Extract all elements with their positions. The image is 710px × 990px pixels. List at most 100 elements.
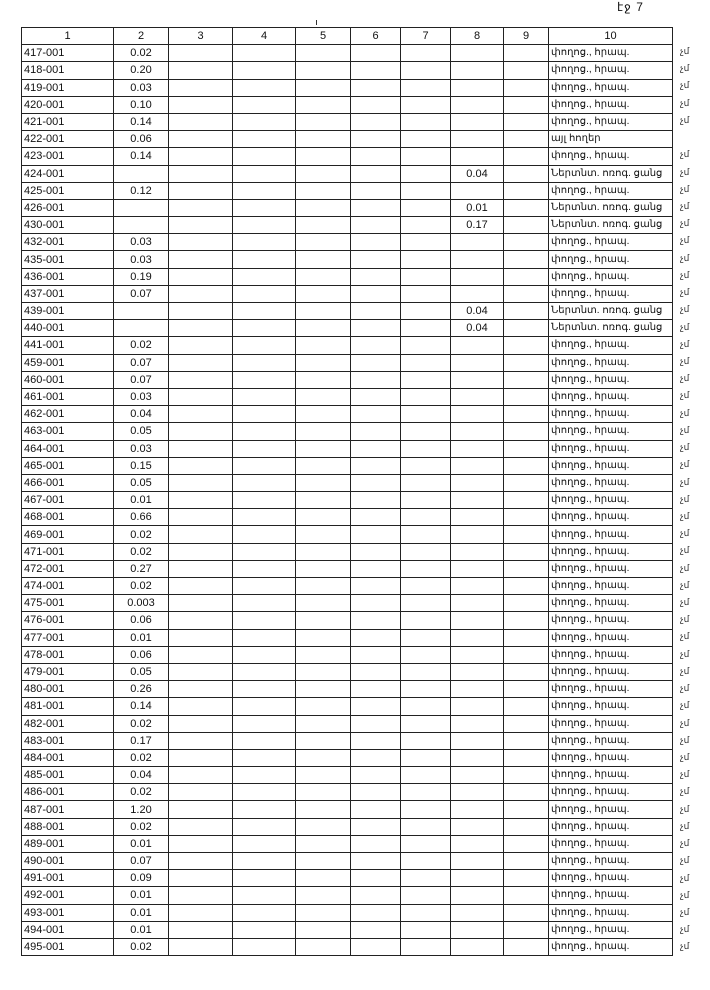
cell-col-9 [503, 267, 549, 286]
row-side-mark: չմ [680, 786, 690, 797]
cell-col-10: փողոց., հրապ. [548, 233, 673, 252]
cell-col-6 [350, 869, 401, 888]
cell-col-10: փողոց., հրապ. [548, 611, 673, 630]
cell-col-5 [295, 817, 351, 836]
cell-col-7 [400, 353, 451, 372]
cell-col-1: 440-001 [21, 319, 114, 338]
cell-col-4 [232, 903, 296, 922]
cell-col-4 [232, 387, 296, 407]
cell-col-7 [400, 181, 451, 200]
cell-col-10: փողոց., հրապ. [548, 387, 673, 407]
cell-col-10: փողոց., հրապ. [548, 336, 673, 355]
cell-col-4 [232, 628, 296, 647]
row-side-mark: չմ [680, 304, 690, 315]
cell-col-1: 436-001 [21, 267, 114, 286]
cell-col-10: փողոց., հրապ. [548, 542, 673, 561]
cell-col-8: 0.17 [450, 216, 504, 235]
row-side-mark: չմ [680, 717, 690, 728]
cell-col-8 [450, 508, 504, 527]
cell-col-10: փողոց., հրապ. [548, 370, 673, 389]
cell-col-4 [232, 336, 296, 355]
cell-col-2: 0.01 [113, 628, 169, 647]
cell-col-3 [168, 937, 233, 957]
cell-col-9 [503, 336, 549, 355]
cell-col-6 [350, 387, 401, 407]
cell-col-3 [168, 851, 233, 871]
cell-col-6 [350, 233, 401, 252]
cell-col-4 [232, 353, 296, 372]
cell-col-5 [295, 714, 351, 733]
row-side-mark: չմ [680, 183, 690, 194]
cell-col-5 [295, 301, 351, 321]
row-side-mark: չմ [680, 597, 690, 608]
cell-col-3 [168, 319, 233, 338]
cell-col-9 [503, 851, 549, 871]
row-side-mark: չմ [680, 476, 690, 487]
cell-col-3 [168, 800, 233, 819]
cell-col-9 [503, 78, 549, 97]
cell-col-9 [503, 508, 549, 527]
cell-col-2: 0.02 [113, 576, 169, 596]
cell-col-9 [503, 456, 549, 475]
cell-col-9 [503, 662, 549, 682]
cell-col-1: 435-001 [21, 250, 114, 269]
cell-col-1: 423-001 [21, 147, 114, 166]
cell-col-3 [168, 576, 233, 596]
cell-col-3 [168, 44, 233, 63]
cell-col-6 [350, 439, 401, 458]
cell-col-6 [350, 783, 401, 802]
row-side-mark: չմ [680, 269, 690, 280]
cell-col-7 [400, 233, 451, 252]
cell-col-3 [168, 611, 233, 630]
cell-col-8 [450, 439, 504, 458]
cell-col-8 [450, 422, 504, 441]
cell-col-6 [350, 662, 401, 682]
cell-col-10: փողոց., հրապ. [548, 594, 673, 613]
cell-col-2: 0.03 [113, 250, 169, 269]
table-row: 436-001 0.19 փողոց., հրապ. [21, 267, 673, 286]
cell-col-10: փողոց., հրապ. [548, 920, 673, 939]
cell-col-10: Ներտնտ. ոռոգ. ցանց [548, 198, 673, 218]
cell-col-7 [400, 387, 451, 407]
cell-col-5 [295, 731, 351, 750]
table-row: 463-001 0.05 փողոց., հրապ. [21, 422, 673, 441]
row-side-mark: չմ [680, 459, 690, 470]
cell-col-4 [232, 284, 296, 304]
cell-col-10: փողոց., հրապ. [548, 800, 673, 819]
cell-col-6 [350, 61, 401, 80]
table-row: 425-001 0.12 փողոց., հրապ. [21, 181, 673, 200]
cell-col-5 [295, 353, 351, 372]
row-side-mark: չմ [680, 752, 690, 763]
cell-col-1: 424-001 [21, 164, 114, 183]
cell-col-6 [350, 78, 401, 97]
row-side-mark: չմ [680, 838, 690, 849]
cell-col-1: 461-001 [21, 387, 114, 407]
cell-col-7 [400, 731, 451, 750]
cell-col-6 [350, 508, 401, 527]
cell-col-5 [295, 628, 351, 647]
cell-col-3 [168, 628, 233, 647]
cell-col-6 [350, 456, 401, 475]
cell-col-3 [168, 250, 233, 269]
row-side-mark: չմ [680, 46, 690, 56]
cell-col-7 [400, 680, 451, 699]
cell-col-4 [232, 164, 296, 183]
cell-col-1: 481-001 [21, 697, 114, 716]
table-row: 422-001 0.06 այլ հողեր [21, 130, 673, 149]
table-row: 472-001 0.27 փողոց., հրապ. [21, 559, 673, 579]
cell-col-9 [503, 748, 549, 768]
column-header-5: 5 [295, 26, 351, 46]
table-row: 439-001 0.04 Ներտնտ. ոռոգ. ցանց [21, 301, 673, 321]
cell-col-3 [168, 233, 233, 252]
row-side-mark: չմ [680, 235, 690, 246]
cell-col-10: փողոց., հրապ. [548, 473, 673, 493]
cell-col-4 [232, 731, 296, 750]
table-row: 488-001 0.02 փողոց., հրապ. [21, 817, 673, 836]
cell-col-2: 0.07 [113, 851, 169, 871]
cell-col-2: 0.02 [113, 783, 169, 802]
cell-col-2: 0.01 [113, 920, 169, 939]
cell-col-5 [295, 112, 351, 132]
cell-col-9 [503, 886, 549, 905]
cell-col-1: 487-001 [21, 800, 114, 819]
cell-col-6 [350, 95, 401, 114]
